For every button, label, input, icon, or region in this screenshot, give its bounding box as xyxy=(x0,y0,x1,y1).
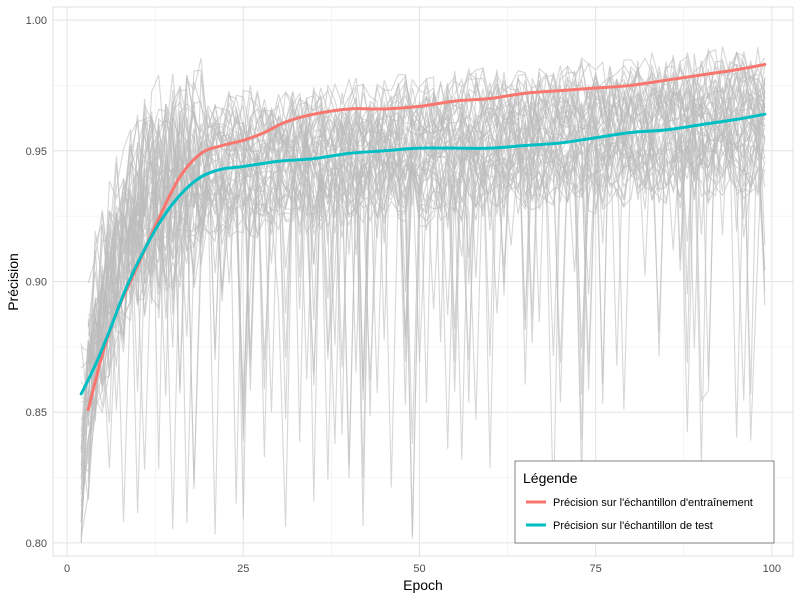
x-axis-title: Epoch xyxy=(403,577,443,593)
x-tick-label: 50 xyxy=(413,563,425,575)
y-tick-label: 0.80 xyxy=(26,538,47,550)
x-tick-label: 100 xyxy=(763,563,781,575)
panel-border xyxy=(52,6,794,557)
background-run-line xyxy=(80,115,766,543)
y-axis-ticks: 0.80 0.85 0.90 0.95 1.00 xyxy=(26,15,47,550)
background-run-line xyxy=(80,83,766,523)
background-run-line xyxy=(87,98,766,442)
series-line-train xyxy=(86,63,767,412)
background-run-line xyxy=(80,117,766,535)
x-tick-label: 75 xyxy=(590,563,602,575)
y-tick-label: 0.90 xyxy=(26,277,47,289)
background-run-line xyxy=(87,63,766,362)
x-tick-label: 25 xyxy=(237,563,249,575)
background-run-line xyxy=(80,134,766,539)
y-axis-title: Précision xyxy=(5,253,21,311)
background-run-line xyxy=(87,130,766,524)
background-run-line xyxy=(87,97,766,438)
legend-title: Légende xyxy=(523,470,578,486)
series-line-test xyxy=(79,112,767,396)
legend-label-test: Précision sur l'échantillon de test xyxy=(553,520,713,532)
legend: Légende Précision sur l'échantillon d'en… xyxy=(514,460,775,544)
background-runs xyxy=(80,46,766,543)
background-run-line xyxy=(80,46,766,449)
background-run-line xyxy=(87,65,766,361)
legend-label-train: Précision sur l'échantillon d'entraîneme… xyxy=(553,497,753,509)
y-tick-label: 1.00 xyxy=(26,15,47,27)
x-axis-ticks: 0 25 50 75 100 xyxy=(64,563,781,575)
background-run-line xyxy=(80,130,766,523)
background-run-line xyxy=(87,60,765,355)
background-run-line xyxy=(87,103,766,460)
background-run-line xyxy=(87,127,766,483)
background-run-line xyxy=(87,51,766,404)
legend-box xyxy=(514,460,775,544)
y-tick-label: 0.95 xyxy=(26,146,47,158)
x-tick-label: 0 xyxy=(64,563,70,575)
y-tick-label: 0.85 xyxy=(26,407,47,419)
series-layer xyxy=(79,63,767,412)
